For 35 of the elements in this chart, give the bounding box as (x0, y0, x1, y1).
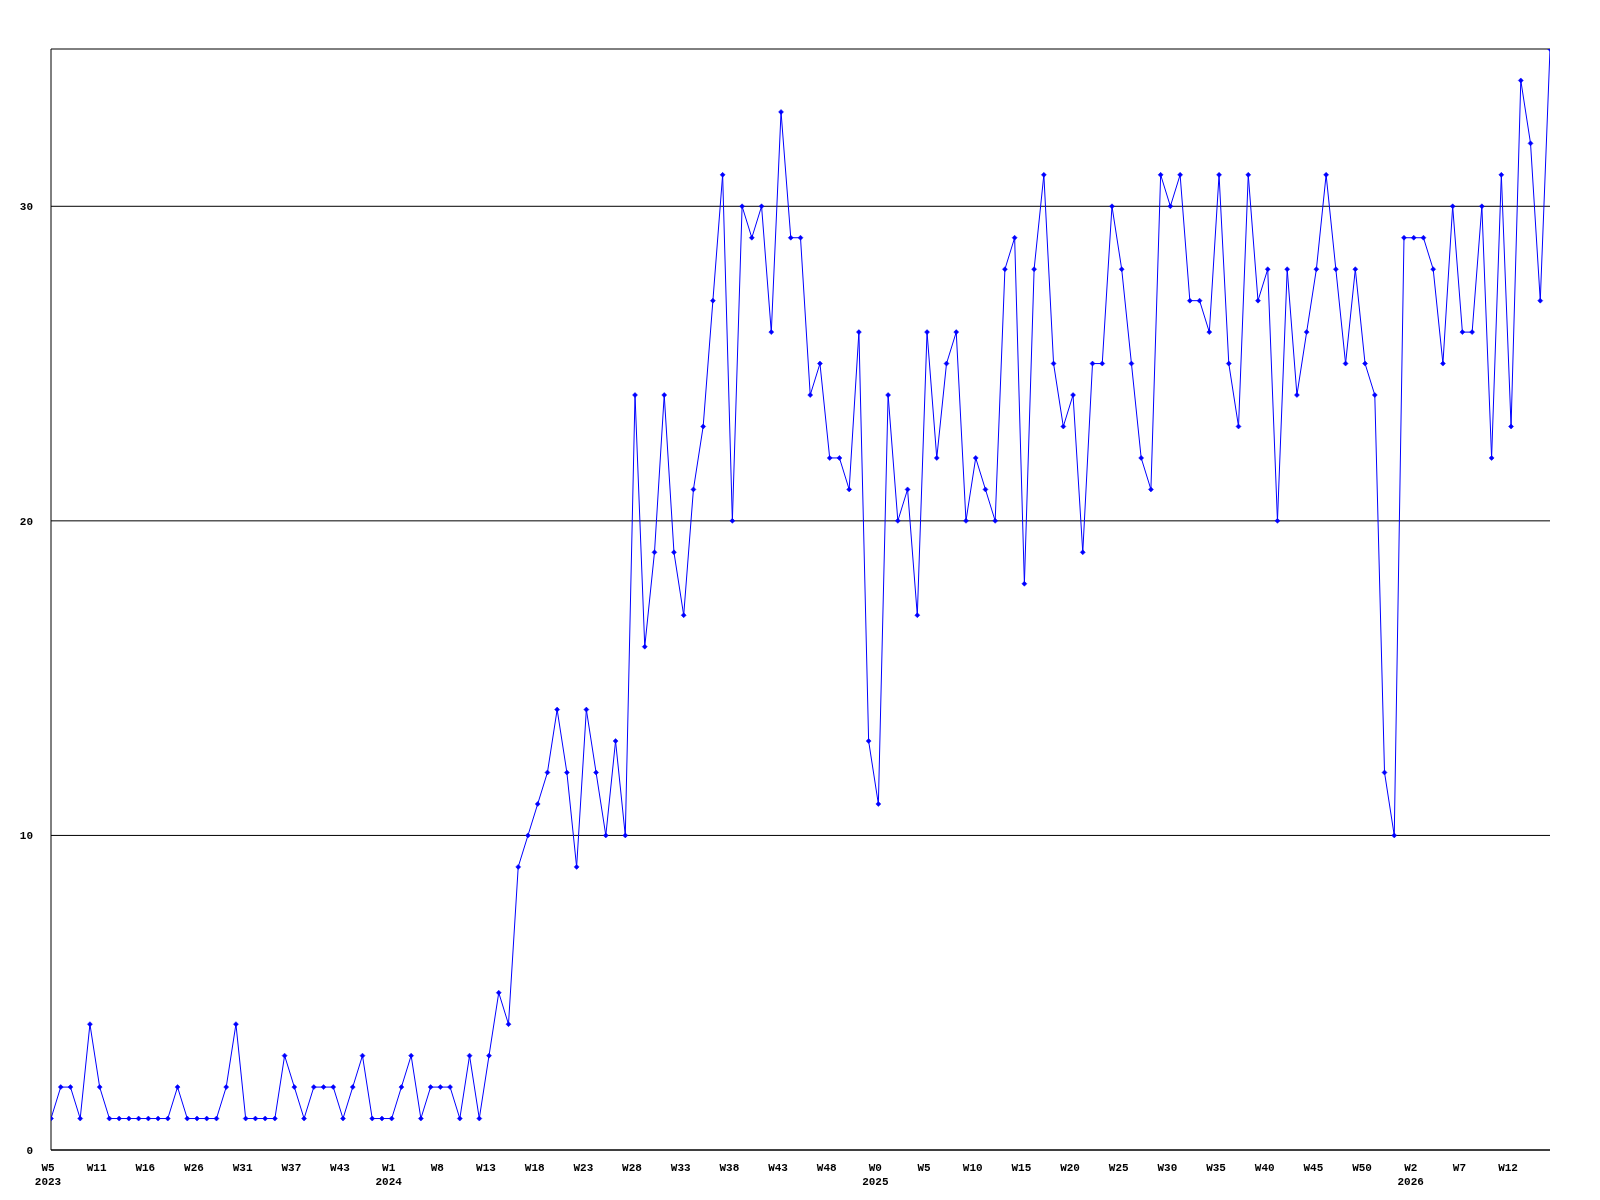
x-tick-label: W38 (719, 1162, 740, 1174)
x-tick-label: W1 2024 (375, 1162, 403, 1188)
x-tick-label: W37 (281, 1162, 302, 1174)
x-tick-label: W48 (816, 1162, 837, 1174)
x-tick-label: W30 (1157, 1162, 1178, 1174)
x-tick-label: W8 (430, 1162, 445, 1174)
x-tick-label: W50 (1352, 1162, 1372, 1174)
x-tick-label: W28 (622, 1162, 643, 1174)
x-tick-label: W43 (768, 1162, 789, 1174)
x-tick-label: W11 (86, 1162, 107, 1174)
x-tick-label: W35 (1206, 1162, 1227, 1174)
x-tick-label: W5 2023 (34, 1162, 62, 1188)
y-tick-label: 20 (19, 515, 33, 528)
x-tick-label: W43 (330, 1162, 351, 1174)
x-tick-label: W13 (476, 1162, 497, 1174)
x-tick-label: W18 (524, 1162, 545, 1174)
x-tick-label: W45 (1303, 1162, 1324, 1174)
x-tick-label: W15 (1011, 1162, 1032, 1174)
y-tick-label: 30 (19, 201, 33, 214)
x-tick-label: W31 (232, 1162, 253, 1174)
x-tick-label: W25 (1108, 1162, 1130, 1174)
x-tick-label: W40 (1254, 1162, 1275, 1174)
x-tick-label: W10 (962, 1162, 983, 1174)
x-tick-label: W16 (135, 1162, 156, 1174)
x-tick-label: W20 (1060, 1162, 1080, 1174)
x-tick-label: W23 (573, 1162, 594, 1174)
y-tick-label: 0 (26, 1145, 33, 1157)
y-tick-label: 10 (19, 830, 33, 843)
x-tick-label: W0 2025 (862, 1162, 889, 1188)
x-tick-label: W5 (917, 1162, 932, 1174)
x-tick-label: W26 (184, 1162, 204, 1174)
x-tick-label: W7 (1452, 1162, 1466, 1174)
x-tick-label: W12 (1498, 1162, 1518, 1174)
x-tick-label: W33 (670, 1162, 691, 1174)
x-tick-label: W2 2026 (1397, 1162, 1424, 1188)
